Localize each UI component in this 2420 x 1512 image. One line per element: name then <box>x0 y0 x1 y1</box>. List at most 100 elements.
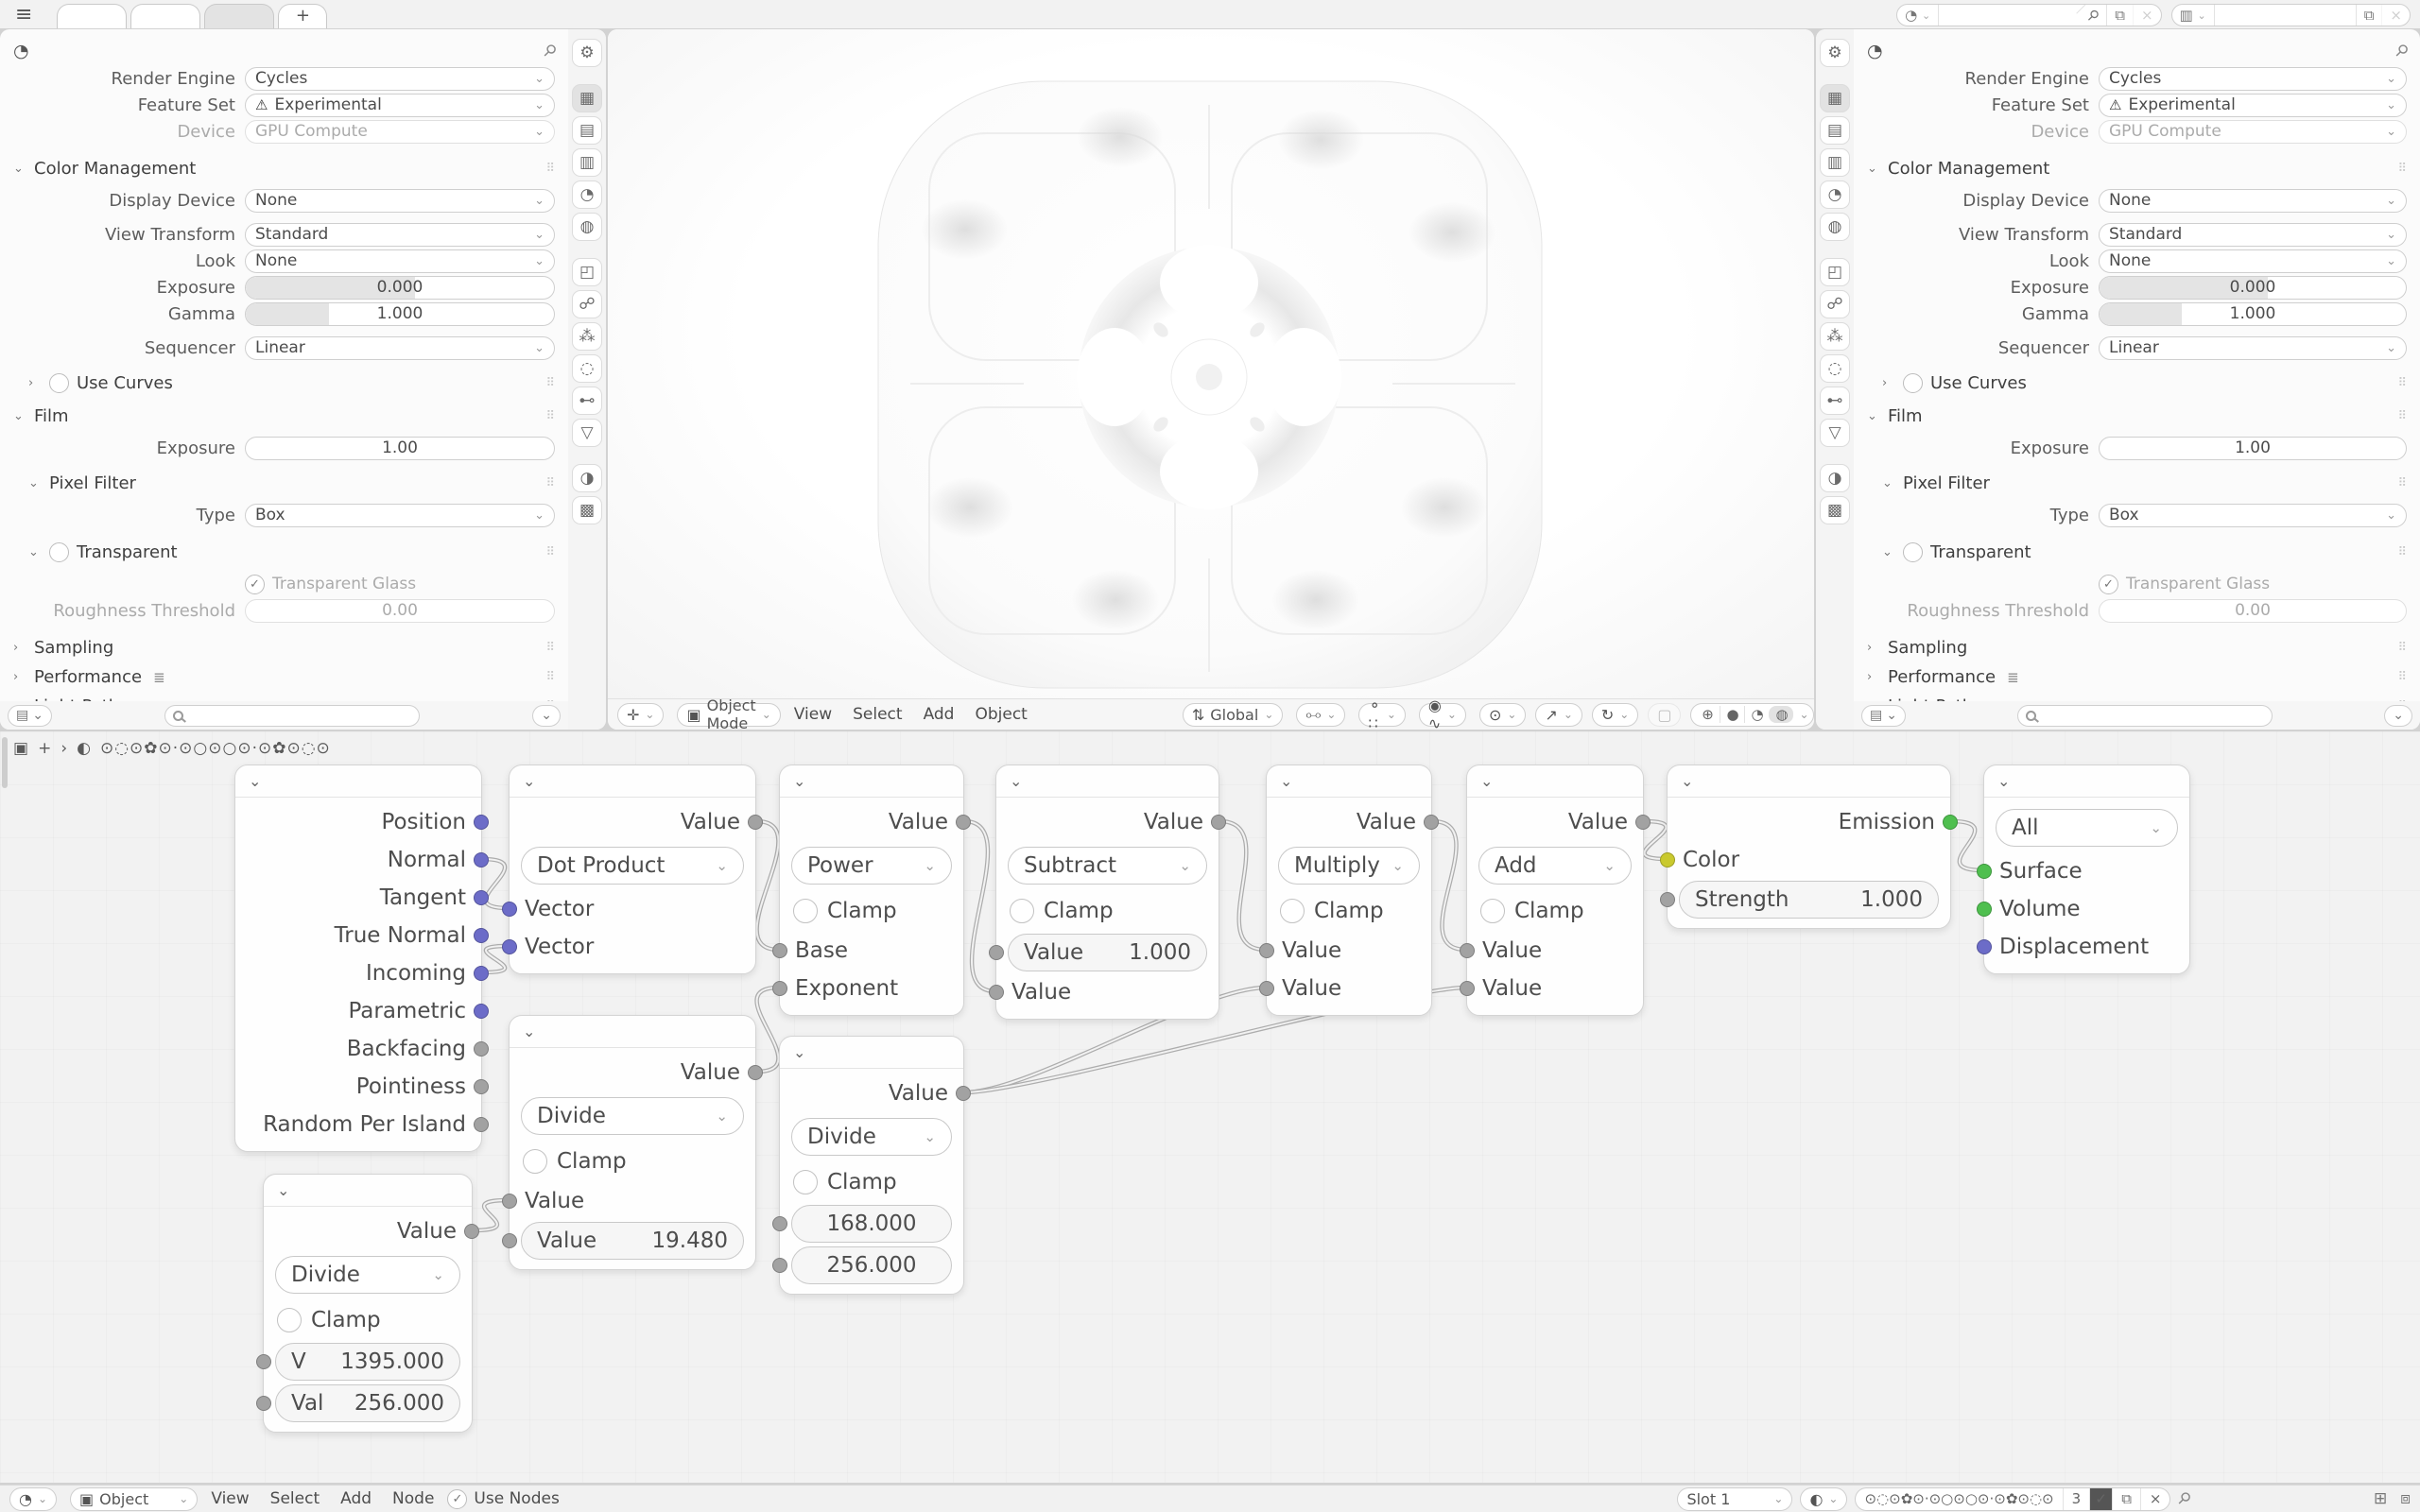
socket-value[interactable] <box>1211 815 1226 830</box>
node-header[interactable]: ⌄ <box>1267 765 1431 798</box>
editor-type-button[interactable]: ▤ ⌄ <box>1861 704 1906 727</box>
socket-value[interactable] <box>956 815 971 830</box>
properties-tab-object[interactable]: ◰ <box>572 258 602 286</box>
dropdown-device[interactable]: GPU Compute ⌄ <box>2099 119 2407 144</box>
slider-gamma[interactable]: 1.000 <box>245 301 555 326</box>
visibility-dropdown[interactable]: ⊙ ⌄ <box>1478 702 1527 727</box>
row-look[interactable]: Look None ⌄ <box>1867 248 2407 274</box>
socket-value[interactable] <box>474 1041 489 1057</box>
section-use-curves[interactable]: › Use Curves ⠿ <box>1867 369 2407 398</box>
socket-vector[interactable] <box>474 852 489 868</box>
checkbox[interactable] <box>277 1308 302 1332</box>
socket-vector[interactable] <box>1977 939 1992 954</box>
xray-toggle[interactable]: ▢ <box>1648 702 1682 727</box>
checkbox-checked[interactable]: ✓ <box>245 574 265 594</box>
dropdown-feature-set[interactable]: ⚠ Experimental ⌄ <box>2099 93 2407 117</box>
node-math-power[interactable]: ⌄ Value Power ⌄ Clamp Base Exponent <box>772 765 971 1016</box>
socket-vector[interactable] <box>502 902 517 917</box>
menu-add[interactable]: Add <box>340 1489 372 1508</box>
node-dropdown[interactable]: Add ⌄ <box>1478 847 1632 885</box>
checkbox[interactable] <box>1903 373 1923 393</box>
pin-icon[interactable]: ⚲ <box>538 40 561 62</box>
shading-1-icon[interactable]: ● <box>1720 706 1744 723</box>
menu-object[interactable]: Object <box>975 705 1028 724</box>
section-use-curves[interactable]: › Use Curves ⠿ <box>13 369 555 398</box>
node-dropdown[interactable]: Divide ⌄ <box>521 1097 744 1135</box>
properties-tab-render[interactable]: ▦ <box>572 84 602 112</box>
properties-tab-particles[interactable]: ⁂ <box>572 322 602 351</box>
node-math-divide-c[interactable]: ⌄ Value Divide ⌄ Clamp V 1395.000 Val 256.000 <box>256 1174 479 1433</box>
row-view-transform[interactable]: View Transform Standard ⌄ <box>1867 221 2407 248</box>
socket-shader[interactable] <box>1943 815 1958 830</box>
viewport-canvas[interactable] <box>608 29 1814 698</box>
node-material-output[interactable]: ⌄ All ⌄ Surface Volume Displacement <box>1977 765 2190 974</box>
proportional-editing-toggle[interactable]: ◉ ∿ ⌄ <box>1418 696 1466 730</box>
section-transparent[interactable]: ⌄ Transparent ⠿ <box>13 538 555 567</box>
socket-vector[interactable] <box>474 815 489 830</box>
properties-tab-world[interactable]: ◍ <box>572 213 602 241</box>
node-math-subtract[interactable]: ⌄ Value Subtract ⌄ Clamp Value 1.000 Value <box>989 765 1226 1020</box>
dropdown-display-device[interactable]: None ⌄ <box>2099 188 2407 213</box>
field-film-exposure[interactable]: 1.00 <box>245 436 555 460</box>
dropdown-sequencer[interactable]: Linear ⌄ <box>2099 335 2407 360</box>
dropdown-feature-set[interactable]: ⚠ Experimental ⌄ <box>245 93 555 117</box>
row-sequencer[interactable]: Sequencer Linear ⌄ <box>13 335 555 361</box>
pin-icon[interactable]: ⚲ <box>2173 1487 2196 1510</box>
viewport-3d[interactable]: ✛ ⌄ ▣ Object Mode ⌄ View Select Add Object ⇅ Gl… <box>608 29 1814 730</box>
browse-material-button[interactable]: ◐ ⌄ <box>1800 1486 1848 1511</box>
row-device[interactable]: Device GPU Compute ⌄ <box>1867 118 2407 145</box>
properties-tab-object[interactable]: ◰ <box>1820 258 1850 286</box>
row-transparent-glass[interactable]: ✓ Transparent Glass <box>13 571 555 597</box>
node-dropdown[interactable]: Multiply ⌄ <box>1278 847 1420 885</box>
snap-toggle[interactable]: ⧟ ⌄ <box>1296 702 1346 727</box>
users-count[interactable]: 3 <box>2062 1487 2090 1510</box>
node-dropdown[interactable]: All ⌄ <box>1996 809 2178 847</box>
socket-value[interactable] <box>1660 892 1675 907</box>
socket-vector[interactable] <box>474 1004 489 1019</box>
node-header[interactable]: ⌄ <box>996 765 1219 798</box>
node-vector-math[interactable]: ⌄ Value Dot Product ⌄ Vector Vector <box>502 765 763 974</box>
node-header[interactable]: ⌄ <box>235 765 481 798</box>
socket-value[interactable] <box>772 943 787 958</box>
properties-tab-particles[interactable]: ⁂ <box>1820 322 1850 351</box>
node-math-divide-b[interactable]: ⌄ Value Divide ⌄ Clamp 168.000 256.000 <box>772 1036 971 1295</box>
properties-tab-texture[interactable]: ▩ <box>1820 496 1850 524</box>
node-slider[interactable]: Strength 1.000 <box>1679 881 1939 919</box>
fake-user-shield-icon[interactable]: ✓ <box>2089 1487 2113 1510</box>
menu-icon[interactable]: ≡ <box>15 3 33 26</box>
node-slider[interactable]: V 1395.000 <box>275 1343 460 1381</box>
socket-value[interactable] <box>1460 981 1475 996</box>
editor-type-button[interactable]: ▤ ⌄ <box>8 704 52 727</box>
socket-value[interactable] <box>1259 943 1274 958</box>
use-nodes-checkbox[interactable]: ✓ Use Nodes <box>447 1488 560 1509</box>
list-menu-icon[interactable]: ≣ <box>2007 668 2019 686</box>
socket-value[interactable] <box>989 985 1004 1000</box>
shader-node-editor[interactable]: ▣ + › ◐ ⊙◌⊙✿⊙·⊙○⊙○⊙·⊙✿⊙◌⊙ ⌄ Position Normal Ta… <box>0 731 2420 1483</box>
node-slider[interactable]: 168.000 <box>791 1205 952 1243</box>
node-math-divide-a[interactable]: ⌄ Value Divide ⌄ Clamp Value Value 19.480 <box>502 1015 763 1270</box>
properties-tab-scene[interactable]: ◔ <box>572 180 602 209</box>
checkbox[interactable] <box>49 542 69 562</box>
slider-exposure[interactable]: 0.000 <box>245 275 555 300</box>
section-performance[interactable]: › Performance ≣ ⠿ <box>13 662 555 692</box>
row-display-device[interactable]: Display Device None ⌄ <box>1867 187 2407 214</box>
menu-view[interactable]: View <box>211 1489 250 1508</box>
node-math-multiply[interactable]: ⌄ Value Multiply ⌄ Clamp Value Value <box>1259 765 1439 1016</box>
properties-tab-material[interactable]: ◑ <box>572 464 602 492</box>
properties-tab-object-data[interactable]: ▽ <box>572 419 602 447</box>
dropdown-display-device[interactable]: None ⌄ <box>245 188 555 213</box>
gizmo-dropdown[interactable]: ↗ ⌄ <box>1535 702 1582 727</box>
socket-value[interactable] <box>772 981 787 996</box>
properties-tab-output[interactable]: ▤ <box>1820 116 1850 145</box>
material-name-field[interactable]: ⊙◌⊙✿⊙·⊙○⊙○⊙·⊙✿⊙◌⊙ <box>1864 1490 2054 1507</box>
dropdown-render-engine[interactable]: Cycles ⌄ <box>2099 66 2407 91</box>
node-slider[interactable]: 256.000 <box>791 1246 952 1284</box>
properties-tab-view-layer[interactable]: ▥ <box>572 148 602 177</box>
node-header[interactable]: ⌄ <box>510 1016 755 1048</box>
corner-icon-1[interactable]: ⧈ <box>2400 1489 2411 1508</box>
node-slider[interactable]: Value 19.480 <box>521 1222 744 1260</box>
row-pixel-filter-type[interactable]: Type Box ⌄ <box>1867 502 2407 528</box>
socket-value[interactable] <box>772 1258 787 1273</box>
properties-tab-tool[interactable]: ⚙ <box>572 39 602 67</box>
dropdown-sequencer[interactable]: Linear ⌄ <box>245 335 555 360</box>
